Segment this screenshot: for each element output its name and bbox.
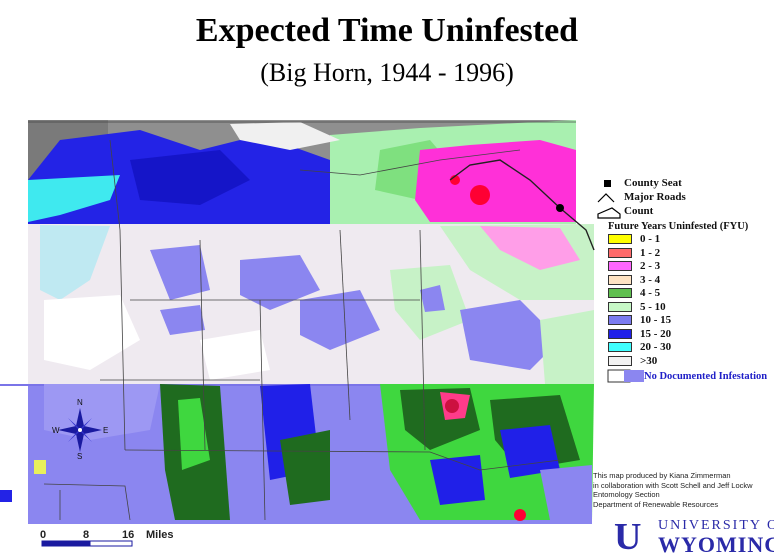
legend-label: >30 — [640, 354, 658, 367]
county-seat-marker — [556, 204, 564, 212]
credit-line: in collaboration with Scott Schell and J… — [593, 480, 753, 490]
legend-swatch — [608, 274, 632, 285]
compass-rose — [58, 408, 102, 452]
credit-line: Entomology Section — [593, 490, 660, 499]
map-top-band — [28, 120, 576, 224]
credit-line: Department of Renewable Resources — [593, 499, 719, 509]
legend-item: 2 - 3 — [608, 260, 660, 272]
legend-item: 0 - 1 — [608, 233, 660, 245]
legend-swatch — [608, 247, 632, 258]
legend-swatch — [608, 342, 632, 352]
legend-item: 3 - 4 — [608, 274, 660, 286]
legend-county-seat: County Seat — [624, 177, 682, 189]
legend-item: 4 - 5 — [608, 287, 660, 299]
compass-n: N — [77, 398, 83, 407]
legend-swatch — [608, 315, 632, 325]
university-logo: U UNIVERSITY OF WYOMING — [612, 516, 774, 556]
legend-item: 15 - 20 — [608, 328, 671, 340]
map-credits: This map produced by Kiana Zimmerman in … — [593, 471, 753, 509]
legend-item: 5 - 10 — [608, 301, 666, 313]
legend-major-roads: Major Roads — [624, 191, 686, 203]
legend-no-documented: No Documented Infestation — [644, 370, 768, 382]
legend-label: 15 - 20 — [640, 327, 672, 340]
map-middle-band — [28, 224, 594, 384]
credit-line: This map produced by Kiana Zimmerman — [593, 471, 731, 480]
logo-line1: UNIVERSITY OF — [658, 518, 774, 533]
legend-swatch — [608, 234, 632, 244]
legend-label: 1 - 2 — [640, 246, 661, 259]
compass-e: E — [103, 426, 109, 435]
scale-label-8: 8 — [83, 529, 90, 541]
legend-item: 1 - 2 — [608, 247, 660, 259]
legend-item: 20 - 30 — [608, 341, 671, 353]
legend-label: 4 - 5 — [640, 287, 661, 299]
map-title: Expected Time Uninfested — [195, 12, 579, 49]
compass-s: S — [77, 452, 83, 461]
legend-label: 10 - 15 — [640, 314, 672, 326]
legend-item: >30 — [608, 355, 657, 367]
major-road — [449, 159, 595, 251]
map-bottom-band — [0, 384, 594, 524]
legend-swatch — [608, 328, 632, 339]
county-lines — [28, 121, 576, 521]
map-subtitle: (Big Horn, 1944 - 1996) — [260, 58, 514, 87]
legend-label: 5 - 10 — [640, 300, 666, 313]
scale-label-16: 16 — [122, 529, 135, 541]
legend-label: 2 - 3 — [640, 260, 661, 272]
logo-line2: WYOMING — [658, 532, 774, 556]
legend-fyu-title: Future Years Uninfested (FYU) — [608, 220, 749, 232]
scale-unit: Miles — [146, 529, 174, 541]
compass-w: W — [52, 426, 60, 435]
legend-label: 0 - 1 — [640, 233, 661, 245]
legend-label: 20 - 30 — [640, 341, 672, 353]
scale-label-0: 0 — [40, 529, 47, 541]
legend-swatch — [608, 261, 632, 271]
scale-bar — [41, 540, 133, 547]
legend-swatch — [608, 288, 632, 298]
legend-county-line: Count — [624, 205, 654, 217]
legend-label: 3 - 4 — [640, 273, 661, 286]
legend-item: 10 - 15 — [608, 314, 671, 326]
legend-swatch — [608, 301, 632, 312]
legend-symbols — [597, 180, 644, 383]
legend-swatch — [608, 355, 632, 366]
